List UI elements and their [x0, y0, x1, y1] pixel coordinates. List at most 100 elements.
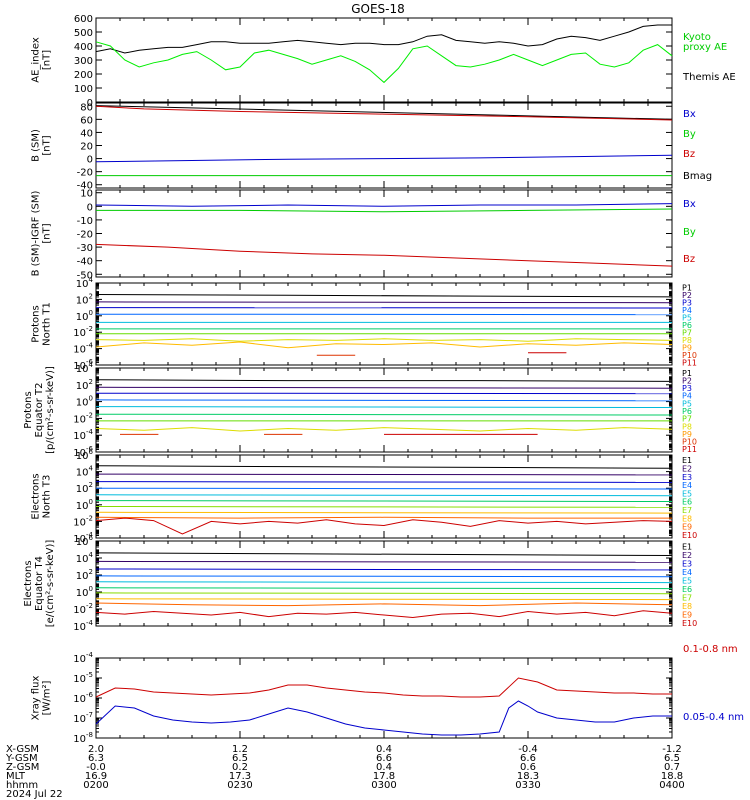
panel-frame [95, 189, 673, 278]
time-row-value: 18.3 [517, 771, 539, 782]
y-tick-label: 100 [76, 498, 93, 512]
legend-label: E8 [682, 514, 692, 523]
legend-label: E4 [682, 568, 692, 577]
legend-label: 0.1-0.8 nm [683, 644, 738, 655]
legend-label: E3 [682, 559, 692, 568]
time-row-value: 0400 [659, 780, 684, 791]
series-line [95, 473, 673, 476]
series-line [95, 500, 673, 502]
time-row-value: 0.4 [376, 744, 392, 755]
legend-label: P1 [682, 284, 692, 293]
series-line [95, 592, 673, 595]
y-tick-label: 400 [74, 42, 93, 53]
legend-label: P8 [682, 422, 692, 431]
time-row-value: 0.7 [664, 762, 680, 773]
panel-2: -40 -20 0 20 40 60 80 B (SM) [nT] Bx By Bz Bmag [31, 102, 713, 191]
y-tick-label: 10-6 [73, 691, 93, 705]
series-line [95, 427, 673, 432]
time-row-value: 17.8 [373, 771, 395, 782]
series-line [95, 341, 673, 349]
y-axis-label: Protons [23, 391, 34, 428]
time-row-value: 16.9 [85, 771, 107, 782]
y-tick-label: 0 [87, 155, 93, 166]
time-row-value: -0.4 [518, 744, 538, 755]
y-tick-label: 104 [76, 361, 94, 375]
legend-label: P4 [682, 392, 692, 401]
series-line [95, 243, 673, 267]
legend-label: E9 [682, 610, 692, 619]
time-row-value: 0230 [227, 780, 252, 791]
time-row-value: 6.6 [376, 753, 392, 764]
y-tick-label: 10-7 [73, 711, 93, 725]
legend-label: E6 [682, 498, 692, 507]
series-line [95, 511, 673, 514]
y-tick-label: 10-4 [73, 619, 93, 633]
y-axis-label: Xray flux [31, 676, 42, 721]
y-tick-label: 40 [80, 128, 93, 139]
time-row-value: 0.6 [520, 762, 536, 773]
legend-label: P2 [682, 291, 692, 300]
legend-label: E6 [682, 585, 692, 594]
y-tick-label: 10-8 [73, 731, 93, 745]
date-label: 2024 Jul 22 [6, 789, 63, 800]
y-tick-label: 10-4 [73, 651, 93, 665]
series-line [95, 552, 673, 556]
y-axis-label: North T3 [42, 475, 53, 519]
time-row-value: 0.4 [376, 762, 392, 773]
legend-label: E7 [682, 593, 692, 602]
time-row-label: X-GSM [6, 744, 39, 755]
legend-label: P5 [682, 399, 692, 408]
series-line [96, 208, 673, 213]
legend-label: E3 [682, 473, 692, 482]
time-row-value: 0.2 [232, 762, 248, 773]
time-row-value: 6.3 [88, 753, 104, 764]
series-line [95, 575, 673, 578]
y-tick-label: 60 [80, 115, 93, 126]
series-line [95, 560, 673, 563]
y-tick-label: 0 [87, 202, 93, 213]
y-tick-label: 20 [80, 142, 93, 153]
y-tick-label: 80 [80, 102, 93, 113]
series-line [95, 105, 673, 120]
legend-label: Themis AE [682, 72, 736, 83]
y-axis-label: AE_index [31, 37, 42, 83]
series-line [95, 517, 673, 535]
y-axis-label: [nT] [42, 50, 53, 70]
legend-label: P6 [682, 407, 692, 416]
y-axis-label: Equator T2 [34, 383, 45, 438]
legend-label: P1 [682, 369, 692, 378]
y-tick-label: 10-5 [73, 671, 93, 685]
series-line [95, 581, 673, 584]
legend-label: P10 [682, 351, 697, 360]
y-tick-label: 10-2 [73, 514, 93, 528]
y-tick-label: 10-2 [73, 602, 93, 616]
y-tick-label: 104 [76, 276, 94, 290]
time-row-value: 6.5 [232, 753, 248, 764]
legend-label: Bz [683, 149, 695, 160]
y-tick-label: 100 [74, 84, 93, 95]
y-tick-label: 500 [74, 28, 93, 39]
time-row-label: hhmm [6, 780, 38, 791]
time-row-label: Z-GSM [6, 762, 39, 773]
legend-label: Bx [683, 109, 696, 120]
legend-label: E5 [682, 576, 692, 585]
series-line [95, 105, 673, 121]
y-tick-label: 102 [76, 481, 93, 495]
time-row-label: MLT [6, 771, 26, 782]
time-row-value: 0200 [83, 780, 108, 791]
time-row-value: 0300 [371, 780, 396, 791]
y-tick-label: 106 [76, 448, 94, 462]
y-axis-label: B (SM)-IGRF (SM) [31, 191, 42, 277]
y-tick-label: -40 [77, 257, 93, 268]
legend-label: Kyoto [683, 32, 711, 43]
series-line [95, 610, 673, 619]
y-tick-label: 0 [87, 98, 93, 109]
panel-1: 0 100 200 300 400 500 600 AE_index [nT] Kyotoprox… [31, 14, 736, 109]
legend-label: E1 [682, 542, 692, 551]
legend-label: P7 [682, 415, 692, 424]
y-tick-label: -40 [77, 181, 93, 192]
series-line [95, 481, 673, 483]
time-row-value: 0330 [515, 780, 540, 791]
